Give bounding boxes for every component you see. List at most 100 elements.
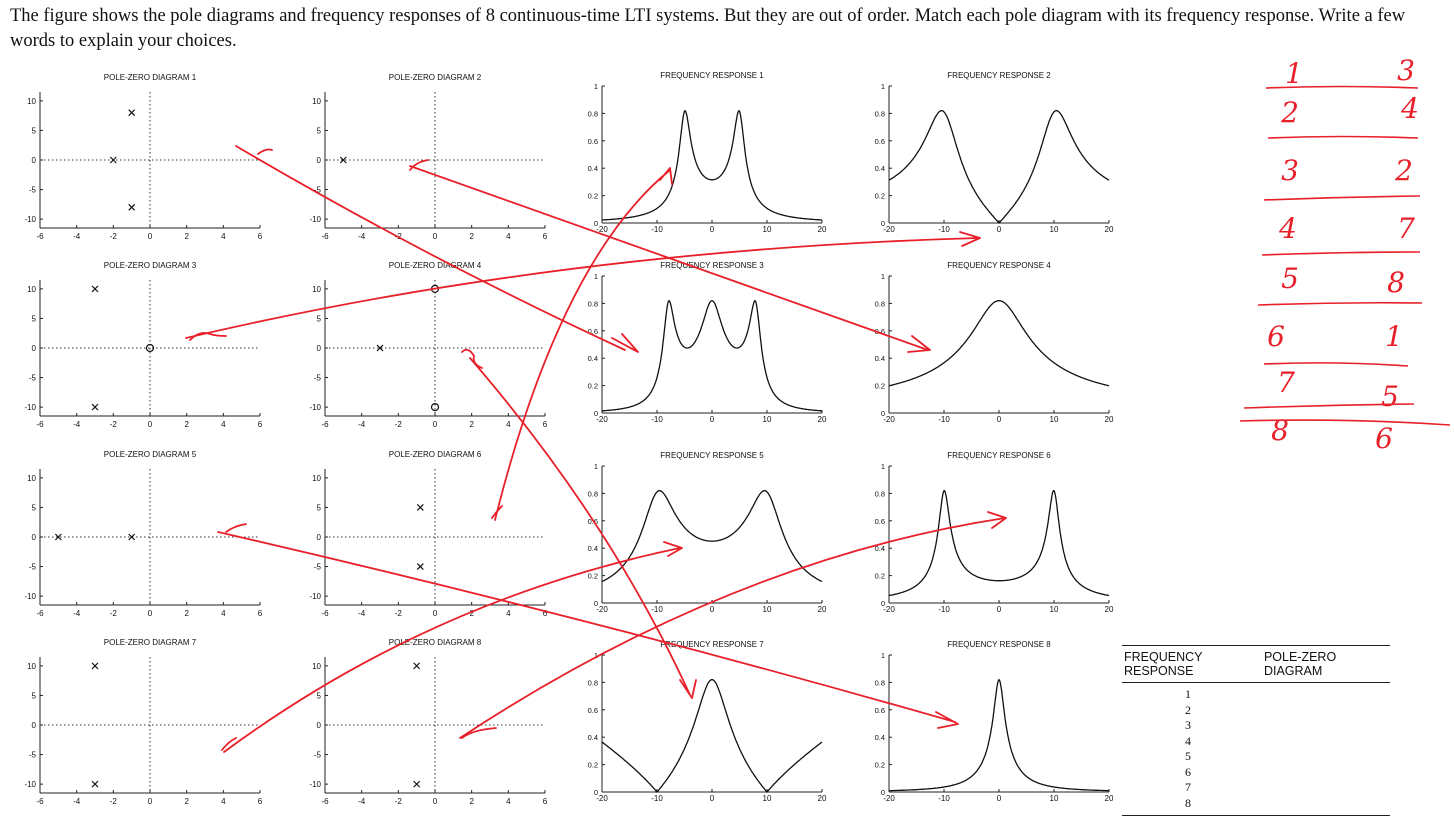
pole-zero-title: POLE-ZERO DIAGRAM 4 (389, 261, 482, 270)
x-tick-label: -4 (358, 609, 366, 618)
answer-table-row: 4 (1185, 733, 1191, 748)
x-tick-label: 2 (184, 420, 189, 429)
x-tick-label: 4 (506, 609, 511, 618)
y-tick-label: 0.8 (588, 109, 598, 118)
x-tick-label: 10 (1050, 225, 1059, 234)
x-tick-label: 2 (184, 609, 189, 618)
x-tick-label: 0 (148, 420, 153, 429)
x-tick-label: 2 (469, 232, 474, 241)
match-arrow-5 (469, 357, 697, 699)
y-tick-label: 0 (32, 156, 37, 165)
y-tick-label: -5 (314, 186, 322, 195)
x-tick-label: 0 (148, 232, 153, 241)
y-tick-label: 0.4 (875, 354, 885, 363)
x-tick-label: 20 (1105, 225, 1114, 234)
x-tick-label: 10 (1050, 794, 1059, 803)
x-tick-label: -10 (938, 225, 950, 234)
y-tick-label: 0.4 (588, 733, 598, 742)
y-tick-label: 0.2 (875, 192, 885, 201)
pair-rule (1263, 362, 1409, 367)
frequency-response-6: FREQUENCY RESPONSE 6 -20 -10 0 10 20 1 0.8 0.6 0.… (875, 451, 1114, 614)
pole-stroke (91, 780, 99, 788)
frequency-response-2: FREQUENCY RESPONSE 2 -20 -10 0 10 20 1 0.8 0.6 0.… (875, 71, 1114, 234)
frequency-response-title: FREQUENCY RESPONSE 7 (660, 640, 764, 649)
y-tick-label: 1 (594, 82, 598, 91)
pole-zero-diagram-8: POLE-ZERO DIAGRAM 8 -6 -4 -2 0 2 4 6 10 5 0 -5 -10 (309, 638, 547, 806)
y-tick-label: 5 (32, 503, 37, 512)
pole-marker (413, 780, 421, 788)
pole-stroke (54, 533, 62, 541)
y-tick-label: 1 (594, 272, 598, 281)
frequency-response-curve (602, 109, 822, 221)
y-tick-label: 0 (317, 344, 322, 353)
y-tick-label: 0.8 (875, 299, 885, 308)
y-tick-label: 0 (317, 156, 322, 165)
y-tick-label: 1 (881, 272, 885, 281)
x-tick-label: 0 (710, 415, 715, 424)
ink-scribble (409, 159, 429, 171)
y-tick-label: -5 (314, 374, 322, 383)
match-arrow-7 (223, 541, 683, 753)
pole-stroke (413, 662, 421, 670)
y-tick-label: 10 (312, 285, 321, 294)
answer-table-row: 3 (1185, 718, 1191, 732)
y-tick-label: 0 (594, 219, 598, 228)
pole-stroke (416, 504, 424, 511)
y-tick-label: 5 (32, 691, 37, 700)
x-tick-label: 4 (506, 232, 511, 241)
x-tick-label: 6 (258, 609, 263, 618)
x-tick-label: -20 (596, 605, 608, 614)
answer-table-col1: FREQUENCY RESPONSE (1124, 650, 1203, 678)
pole-zero-title: POLE-ZERO DIAGRAM 6 (389, 450, 482, 459)
x-tick-label: 0 (433, 232, 438, 241)
y-tick-label: 0.6 (588, 706, 598, 715)
frequency-response-curve (601, 490, 823, 583)
y-tick-label: 0 (32, 344, 37, 353)
x-tick-label: 0 (710, 225, 715, 234)
pair-left: 2 (1280, 96, 1299, 129)
x-tick-label: 4 (221, 609, 226, 618)
y-tick-label: -5 (29, 186, 37, 195)
answer-table-row: 2 (1185, 702, 1191, 717)
y-tick-label: 0.6 (875, 137, 885, 146)
x-tick-label: -2 (110, 609, 118, 618)
x-tick-label: -10 (938, 794, 950, 803)
pole-zero-title: POLE-ZERO DIAGRAM 3 (104, 261, 197, 270)
y-tick-label: 0.4 (588, 544, 598, 553)
x-tick-label: -4 (73, 232, 81, 241)
y-tick-label: 0 (32, 533, 37, 542)
x-tick-label: 2 (469, 797, 474, 806)
x-tick-label: -20 (596, 225, 608, 234)
frequency-response-title: FREQUENCY RESPONSE 4 (947, 261, 1051, 270)
pair-rule (1267, 135, 1419, 139)
x-tick-label: -2 (110, 797, 118, 806)
pair-left: 3 (1281, 154, 1299, 187)
pole-zero-diagram-5: POLE-ZERO DIAGRAM 5 -6 -4 -2 0 2 4 6 10 5 0 -5 -10 (24, 450, 262, 618)
y-tick-label: 0.2 (588, 572, 598, 581)
match-arrow-3 (185, 231, 981, 339)
x-tick-label: -6 (321, 797, 329, 806)
ink-scribble (221, 737, 237, 751)
x-tick-label: -6 (36, 797, 44, 806)
y-tick-label: 0 (32, 721, 37, 730)
pair-right: 5 (1381, 380, 1399, 413)
x-tick-label: 2 (184, 232, 189, 241)
x-tick-label: -2 (395, 609, 403, 618)
y-tick-label: 1 (881, 82, 885, 91)
frequency-response-7: FREQUENCY RESPONSE 7 -20 -10 0 10 20 1 0.8 0.6 0.… (588, 640, 827, 803)
frequency-response-8: FREQUENCY RESPONSE 8 -20 -10 0 10 20 1 0.8 0.6 0.… (875, 640, 1114, 803)
x-tick-label: 6 (258, 232, 263, 241)
x-tick-label: 6 (258, 420, 263, 429)
frequency-response-title: FREQUENCY RESPONSE 5 (660, 451, 764, 460)
pole-marker (339, 156, 347, 164)
y-tick-label: 0.8 (875, 109, 885, 118)
match-arrow-8 (459, 511, 1007, 739)
pole-zero-title: POLE-ZERO DIAGRAM 2 (389, 73, 482, 82)
x-tick-label: -20 (596, 415, 608, 424)
match-arrow-6 (217, 531, 959, 729)
x-tick-label: 6 (543, 232, 548, 241)
x-tick-label: 20 (1105, 415, 1114, 424)
pole-stroke (91, 403, 99, 411)
x-tick-label: 2 (184, 797, 189, 806)
